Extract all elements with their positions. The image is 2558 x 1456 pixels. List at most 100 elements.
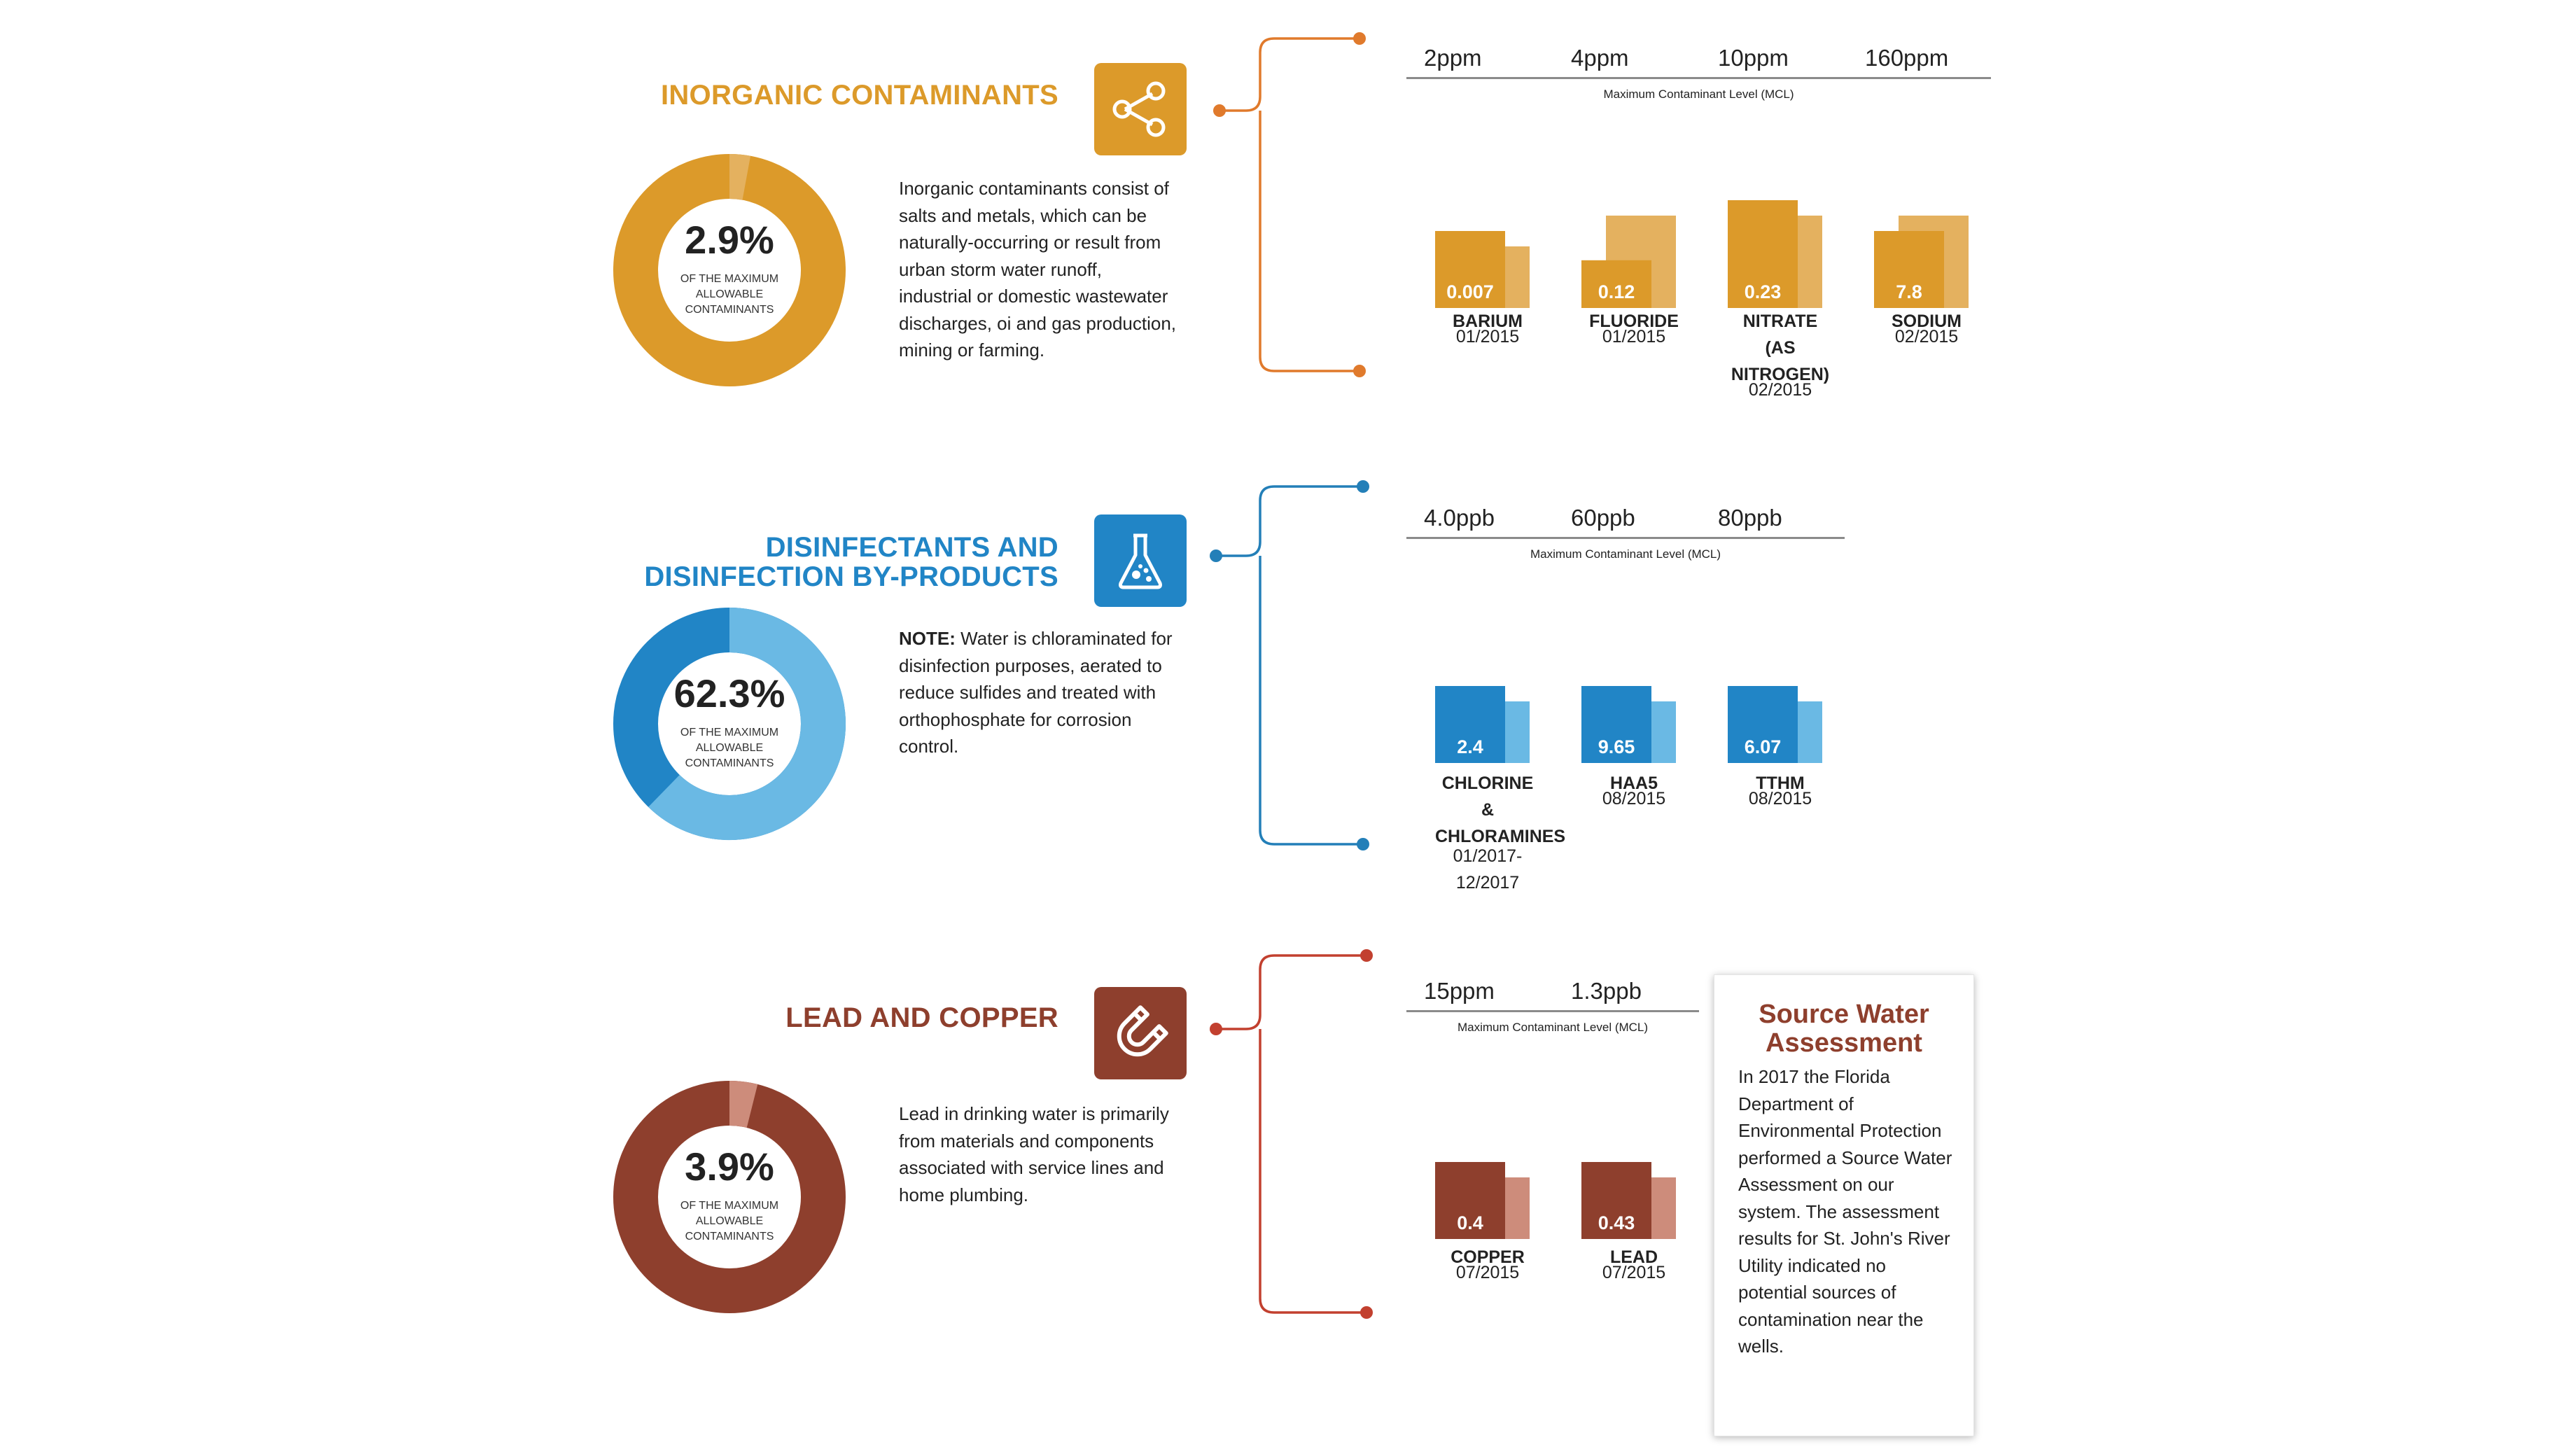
mcl-row-disinfect: 4.0ppb 60ppb 80ppb xyxy=(1406,505,1845,547)
bar-label: CHLORINE & CHLORAMINES 01/2017- 12/2017 xyxy=(1435,770,1566,896)
bracket-lead xyxy=(1210,949,1373,1319)
lead-icon-box xyxy=(1094,987,1187,1079)
donut-chart xyxy=(613,608,846,840)
bar-category: FLUORIDE xyxy=(1589,312,1679,331)
description-lead: NOTE: xyxy=(899,628,956,649)
section-title-lead: LEAD AND COPPER xyxy=(785,1003,1058,1032)
card-title: Source Water Assessment xyxy=(1714,1000,1973,1058)
detected-bar xyxy=(1581,260,1651,308)
bar-category: HAA5 xyxy=(1609,774,1658,793)
bar-label: NITRATE (AS NITROGEN) 02/2015 xyxy=(1728,308,1833,399)
bar-label: COPPER 07/2015 xyxy=(1435,1244,1540,1282)
description-lead: Lead in drinking water is primarily from… xyxy=(899,1100,1179,1208)
mcl-tick: 2ppm xyxy=(1424,45,1482,71)
mcl-tick: 15ppm xyxy=(1424,978,1495,1004)
bar-date: 01/2015 xyxy=(1602,327,1666,346)
card-title-line: Assessment xyxy=(1766,1028,1922,1058)
detected-bar xyxy=(1435,1162,1505,1239)
detected-bar xyxy=(1728,200,1798,308)
mcl-tick: 4ppm xyxy=(1571,45,1629,71)
donut-ring xyxy=(613,1081,846,1313)
mcl-caption: Maximum Contaminant Level (MCL) xyxy=(1530,547,1721,561)
mcl-caption: Maximum Contaminant Level (MCL) xyxy=(1603,88,1794,101)
donut-segment xyxy=(648,608,846,840)
detected-bar xyxy=(1581,1162,1651,1239)
mcl-tick: 160ppm xyxy=(1865,45,1949,71)
mcl-caption: Maximum Contaminant Level (MCL) xyxy=(1457,1021,1649,1034)
bar-label: LEAD 07/2015 xyxy=(1581,1244,1686,1282)
bar-date: 02/2015 xyxy=(1894,327,1959,346)
bar-date: 07/2015 xyxy=(1602,1263,1666,1282)
mcl-row-inorganic: 2ppm 4ppm 10ppm 160ppm xyxy=(1406,45,1991,87)
description-text: Inorganic contaminants consist of salts … xyxy=(899,178,1177,360)
bar-label: TTHM 08/2015 xyxy=(1728,770,1833,808)
donut-percent: 3.9% xyxy=(685,1144,774,1189)
donut-disinfect: 62.3% OF THE MAXIMUM ALLOWABLE CONTAMINA… xyxy=(612,606,847,841)
mcl-tick: 60ppb xyxy=(1571,505,1635,531)
mcl-row-lead: 15ppm 1.3ppb xyxy=(1406,978,1699,1020)
bar-value-label: 7.8 xyxy=(1896,281,1922,302)
description-disinfect: NOTE: Water is chloraminated for disinfe… xyxy=(899,625,1179,760)
bar-category: SODIUM xyxy=(1892,312,1962,331)
donut-percent: 62.3% xyxy=(673,671,785,715)
mcl-axis-line xyxy=(1406,537,1845,539)
bar-category: LEAD xyxy=(1609,1247,1658,1267)
donut-segment xyxy=(729,1081,758,1128)
donut-ring xyxy=(613,154,846,386)
donut-caption: OF THE MAXIMUM ALLOWABLE CONTAMINANTS xyxy=(680,1200,779,1242)
source-water-card: Source Water Assessment In 2017 the Flor… xyxy=(1714,974,1974,1436)
bar-category: BARIUM xyxy=(1453,312,1523,331)
bar-value-label: 0.23 xyxy=(1745,281,1782,302)
bar-date: 01/2015 xyxy=(1455,327,1520,346)
magnet-icon xyxy=(1117,1005,1168,1057)
bracket-inorganic xyxy=(1213,32,1366,377)
bar-category: CHLORAMINES xyxy=(1435,827,1566,846)
section-title-inorganic: INORGANIC CONTAMINANTS xyxy=(661,80,1058,110)
donut-percent: 2.9% xyxy=(685,218,774,262)
mcl-tick: 1.3ppb xyxy=(1571,978,1642,1004)
section-title-line: INORGANIC CONTAMINANTS xyxy=(660,80,1058,111)
bar-date: 08/2015 xyxy=(1602,789,1666,808)
bar-category: COPPER xyxy=(1451,1247,1525,1267)
section-title-line: DISINFECTANTS AND xyxy=(765,532,1058,563)
detected-bar xyxy=(1728,686,1798,763)
share-nodes-icon xyxy=(1112,81,1166,137)
bar-chart-inorganic: 0.007 0.12 0.23 7.8 xyxy=(1435,200,1969,308)
bracket-disinfect xyxy=(1210,480,1369,850)
donut-lead: 3.9% OF THE MAXIMUM ALLOWABLE CONTAMINAN… xyxy=(612,1079,847,1315)
description-text: Lead in drinking water is primarily from… xyxy=(899,1103,1169,1205)
mcl-tick: 80ppb xyxy=(1718,505,1782,531)
mcl-axis-line xyxy=(1406,77,1991,79)
section-title-disinfect: DISINFECTANTS AND DISINFECTION BY-PRODUC… xyxy=(644,533,1058,592)
mcl-tick: 10ppm xyxy=(1718,45,1789,71)
bar-category: NITRATE xyxy=(1742,312,1818,331)
bar-value-label: 0.4 xyxy=(1457,1212,1483,1233)
bar-date: 02/2015 xyxy=(1748,380,1812,400)
bar-category: & xyxy=(1481,800,1495,820)
flask-icon xyxy=(1119,533,1162,589)
card-title-line: Source Water xyxy=(1759,1000,1929,1029)
bar-date: 07/2015 xyxy=(1455,1263,1520,1282)
bar-category: NITROGEN) xyxy=(1731,365,1830,384)
bar-chart-lead: 0.4 0.43 xyxy=(1435,1162,1676,1239)
bar-label: SODIUM 02/2015 xyxy=(1874,308,1979,346)
mcl-axis-line xyxy=(1406,1010,1699,1012)
mcl-tick: 4.0ppb xyxy=(1424,505,1495,531)
donut-chart xyxy=(613,154,846,386)
bar-value-label: 2.4 xyxy=(1457,736,1483,757)
bar-value-label: 6.07 xyxy=(1745,736,1782,757)
donut-caption: OF THE MAXIMUM ALLOWABLE CONTAMINANTS xyxy=(680,273,779,316)
card-body: In 2017 the Florida Department of Enviro… xyxy=(1738,1066,1952,1357)
detected-bar xyxy=(1581,686,1651,763)
bar-label: FLUORIDE 01/2015 xyxy=(1581,308,1686,346)
section-title-line: LEAD AND COPPER xyxy=(785,1002,1058,1033)
bar-label: BARIUM 01/2015 xyxy=(1435,308,1540,346)
bar-chart-disinfect: 2.4 9.65 6.07 xyxy=(1435,686,1822,763)
bar-date: 12/2017 xyxy=(1455,873,1520,892)
detected-bar xyxy=(1435,686,1505,763)
bar-value-label: 9.65 xyxy=(1598,736,1635,757)
bar-date: 08/2015 xyxy=(1748,789,1812,808)
inorganic-icon-box xyxy=(1094,63,1187,155)
bar-category: TTHM xyxy=(1756,774,1805,793)
bar-date: 01/2017- xyxy=(1453,846,1523,866)
